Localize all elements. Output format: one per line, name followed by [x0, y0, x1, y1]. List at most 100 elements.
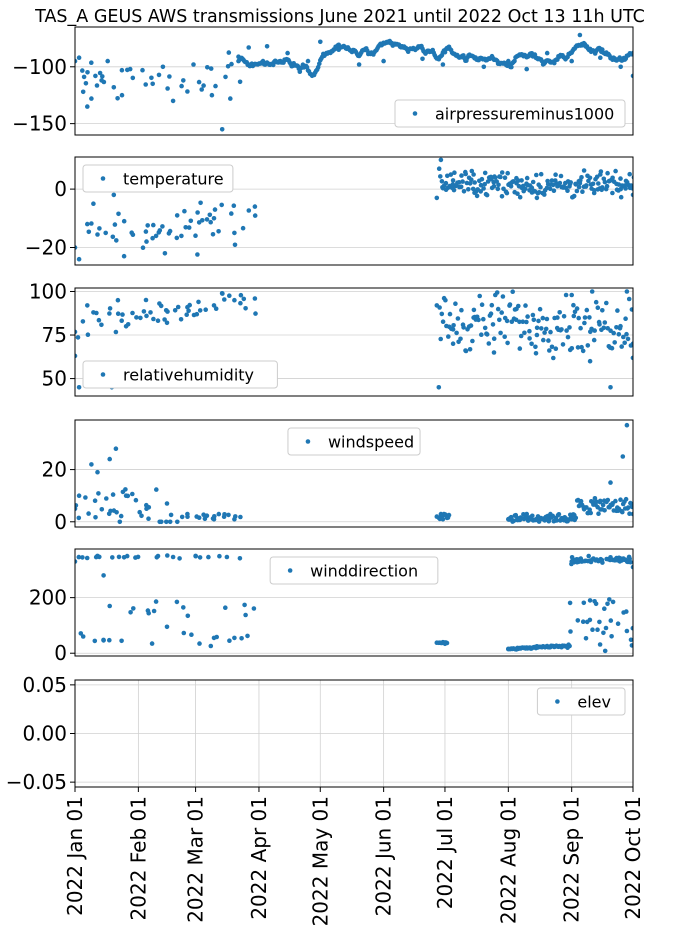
data-point	[477, 293, 483, 299]
data-point	[578, 498, 584, 504]
data-point	[618, 176, 623, 181]
data-point	[471, 307, 477, 313]
x-axis: 2022 Jan 01 2022 Feb 01 2022 Mar 01 2022 Ap…	[63, 787, 645, 926]
data-point	[110, 492, 116, 497]
data-point	[194, 311, 200, 317]
data-point	[199, 87, 204, 92]
y-tick-label: 0.00	[22, 722, 67, 746]
data-point	[151, 608, 157, 614]
x-tick-label: 2022 Feb 01	[126, 796, 150, 920]
data-point	[229, 211, 234, 216]
data-point	[154, 487, 159, 492]
data-point	[608, 618, 614, 623]
data-point	[490, 322, 496, 327]
data-point	[619, 344, 624, 349]
data-point	[541, 337, 546, 343]
legend-label: windspeed	[328, 433, 414, 452]
data-point	[587, 598, 593, 603]
data-point	[216, 229, 221, 234]
data-point	[440, 62, 446, 67]
data-point	[197, 555, 203, 560]
data-point	[600, 560, 605, 565]
data-point	[497, 317, 502, 323]
data-point	[608, 328, 613, 334]
data-point	[458, 184, 464, 190]
data-point	[110, 234, 116, 240]
data-point	[224, 554, 230, 560]
data-point	[285, 50, 290, 56]
data-point	[537, 306, 543, 312]
x-tick-label: 2022 Mar 01	[184, 796, 208, 923]
data-point	[524, 511, 529, 517]
data-point	[446, 334, 451, 339]
data-point	[544, 316, 550, 322]
data-point	[586, 553, 591, 559]
data-point	[589, 289, 595, 294]
data-point	[148, 310, 153, 315]
data-point	[500, 294, 506, 299]
data-point	[94, 83, 100, 88]
data-point	[584, 183, 589, 188]
gridlines	[75, 188, 633, 248]
data-point	[434, 640, 440, 645]
data-point	[615, 308, 620, 313]
data-point	[626, 296, 632, 302]
data-point	[123, 487, 128, 492]
data-point	[610, 599, 616, 605]
data-point	[544, 516, 550, 522]
axes-frame	[74, 287, 634, 397]
data-point	[603, 625, 609, 631]
data-point	[107, 603, 112, 609]
data-point	[175, 519, 180, 525]
data-point	[144, 239, 149, 244]
data-point	[140, 67, 145, 73]
data-point	[482, 181, 488, 187]
data-point	[498, 174, 503, 180]
data-point	[580, 348, 586, 354]
data-point	[305, 58, 311, 64]
data-point	[164, 624, 170, 630]
data-point	[620, 509, 625, 515]
data-point	[511, 518, 517, 524]
panel-windspeed: 0 20 windspeed	[42, 419, 634, 534]
data-point	[181, 78, 186, 83]
data-point	[232, 516, 237, 522]
data-point	[116, 554, 122, 560]
y-tick-label: −100	[12, 55, 67, 79]
data-point	[456, 180, 462, 185]
data-point	[119, 67, 125, 73]
data-point	[213, 306, 219, 312]
data-point	[623, 316, 628, 322]
data-point	[481, 186, 486, 191]
data-point	[252, 213, 258, 218]
data-point	[220, 291, 225, 296]
data-point	[315, 64, 321, 70]
data-point	[80, 89, 86, 95]
data-point	[519, 178, 524, 183]
legend: relativehumidity	[82, 360, 278, 389]
data-point	[76, 515, 82, 521]
data-point	[451, 323, 456, 328]
data-point	[119, 638, 124, 644]
data-point	[563, 292, 569, 298]
data-point	[130, 310, 135, 316]
data-point	[555, 315, 560, 320]
data-point	[123, 324, 129, 329]
data-point	[534, 332, 540, 338]
data-point	[543, 326, 549, 332]
data-point	[130, 491, 135, 497]
data-point	[76, 493, 82, 499]
data-point	[130, 75, 136, 81]
data-point	[587, 617, 593, 623]
data-point	[211, 303, 217, 308]
data-point	[318, 39, 323, 45]
data-point	[609, 634, 614, 639]
data-point	[165, 553, 170, 558]
panel-relativehumidity: 50 75 100 relativehumidity	[29, 279, 634, 397]
data-point	[584, 307, 590, 313]
data-point	[89, 462, 94, 467]
data-point	[81, 74, 87, 80]
data-point	[107, 637, 112, 643]
data-point	[506, 58, 511, 64]
data-point	[336, 47, 342, 52]
